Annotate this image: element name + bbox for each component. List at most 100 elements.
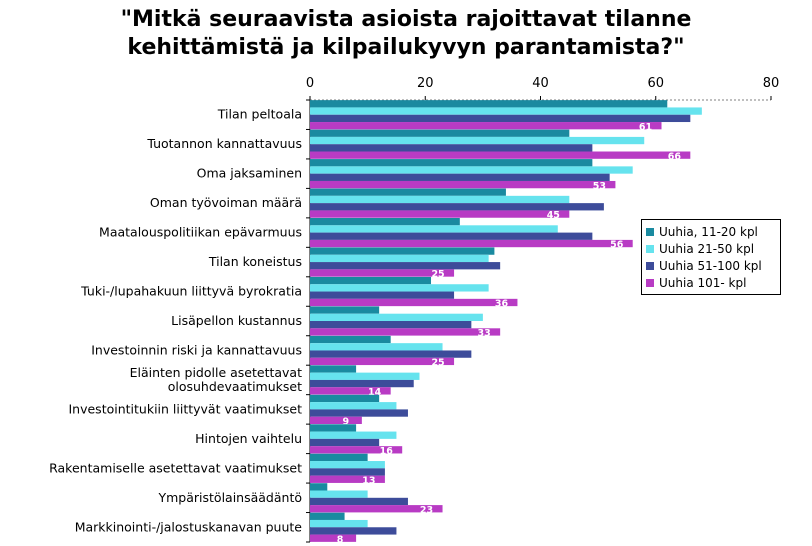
category-label: Oma jaksaminen (197, 166, 302, 181)
x-tick-label: 20 (417, 76, 434, 91)
category-label: Rakentamiselle asetettavat vaatimukset (49, 460, 302, 475)
bar-2 (310, 254, 489, 263)
bar-3 (310, 468, 385, 476)
bar-1 (310, 453, 368, 462)
bar-3 (310, 203, 604, 211)
bar-2 (310, 195, 570, 204)
data-label: 33 (478, 328, 491, 339)
bar-4 (310, 328, 501, 336)
data-label: 25 (431, 269, 444, 280)
category-label: olosuhdevaatimukset (168, 379, 302, 394)
legend-item: Uuhia, 11-20 kpl (646, 223, 776, 240)
legend-item: Uuhia 21-50 kpl (646, 240, 776, 257)
legend-label: Uuhia 51-100 kpl (659, 258, 762, 273)
bar-2 (310, 461, 385, 469)
bar-1 (310, 306, 380, 314)
data-label: 61 (639, 122, 652, 133)
chart-title-line-1: "Mitkä seuraavista asioista rajoittavat … (120, 7, 692, 32)
x-tick-label: 80 (763, 76, 780, 91)
bar-1 (310, 159, 593, 167)
data-label: 53 (593, 181, 606, 192)
bar-3 (310, 379, 414, 388)
bar-2 (310, 225, 558, 233)
category-label: Oman työvoiman määrä (150, 195, 302, 210)
bar-2 (310, 519, 368, 528)
bar-1 (310, 424, 357, 432)
category-label: Maatalouspolitiikan epävarmuus (99, 225, 302, 240)
bar-4 (310, 122, 662, 130)
bar-4 (310, 298, 518, 307)
bar-4 (310, 534, 357, 542)
bar-1 (310, 218, 460, 226)
bar-2 (310, 166, 633, 174)
bar-1 (310, 188, 506, 196)
bar-1 (310, 100, 668, 108)
bar-3 (310, 350, 472, 358)
category-label: Tilan peltoala (217, 107, 302, 122)
bar-2 (310, 313, 483, 321)
bar-1 (310, 335, 391, 344)
bar-4 (310, 357, 455, 366)
legend-label: Uuhia 21-50 kpl (659, 241, 755, 256)
bar-3 (310, 409, 408, 417)
bar-2 (310, 284, 489, 292)
bar-4 (310, 180, 616, 189)
legend-item: Uuhia 101- kpl (646, 274, 776, 291)
bar-1 (310, 483, 328, 491)
category-label: Tuki-/lupahakuun liittyvä byrokratia (80, 284, 302, 299)
bar-4 (310, 416, 362, 424)
bar-2 (310, 490, 368, 498)
data-label: 14 (368, 387, 382, 398)
category-label: Tilan koneistus (208, 254, 302, 269)
bar-3 (310, 232, 593, 240)
bar-4 (310, 446, 403, 454)
x-tick-label: 0 (306, 76, 314, 91)
category-label: Investointitukiin liittyvät vaatimukset (68, 401, 302, 416)
bar-4 (310, 151, 691, 159)
data-label: 16 (380, 446, 394, 457)
bar-2 (310, 343, 443, 351)
data-label: 25 (431, 358, 444, 369)
bar-3 (310, 321, 472, 329)
bar-4 (310, 387, 391, 395)
data-label: 66 (668, 151, 682, 162)
bar-2 (310, 136, 645, 145)
bar-1 (310, 512, 345, 520)
legend-swatch (646, 244, 654, 253)
category-label: Tuotannon kannattavuus (146, 136, 302, 151)
chart-title-line-2: kehittämistä ja kilpailukyvyn parantamis… (127, 35, 685, 60)
bar-4 (310, 239, 633, 248)
data-label: 36 (495, 299, 509, 310)
legend-swatch (646, 261, 654, 270)
x-tick-label: 60 (647, 76, 664, 91)
category-label: Eläinten pidolle asetettavat (130, 365, 302, 380)
chart-title: "Mitkä seuraavista asioista rajoittavat … (0, 6, 812, 62)
bar-1 (310, 394, 380, 403)
category-label: Investoinnin riski ja kannattavuus (91, 342, 302, 357)
legend-swatch (646, 227, 654, 236)
bar-1 (310, 247, 495, 255)
bar-3 (310, 527, 397, 535)
category-label: Hintojen vaihtelu (195, 431, 302, 446)
legend-label: Uuhia 101- kpl (659, 275, 747, 290)
data-label: 45 (547, 210, 560, 221)
bar-3 (310, 438, 380, 447)
bar-3 (310, 497, 408, 506)
bar-2 (310, 107, 702, 115)
bar-4 (310, 210, 570, 218)
bar-4 (310, 505, 443, 513)
data-label: 9 (343, 417, 350, 428)
legend: Uuhia, 11-20 kpl Uuhia 21-50 kpl Uuhia 51-… (641, 219, 781, 295)
bar-4 (310, 475, 385, 483)
legend-swatch (646, 278, 654, 287)
data-label: 13 (362, 475, 375, 486)
category-label: Markkinointi-/jalostuskanavan puute (75, 519, 303, 534)
bar-3 (310, 291, 455, 299)
x-tick-label: 40 (532, 76, 549, 91)
bar-1 (310, 365, 357, 373)
category-label: Lisäpellon kustannus (171, 313, 302, 328)
category-label: Ympäristölainsäädäntö (157, 490, 302, 505)
bar-3 (310, 173, 610, 181)
